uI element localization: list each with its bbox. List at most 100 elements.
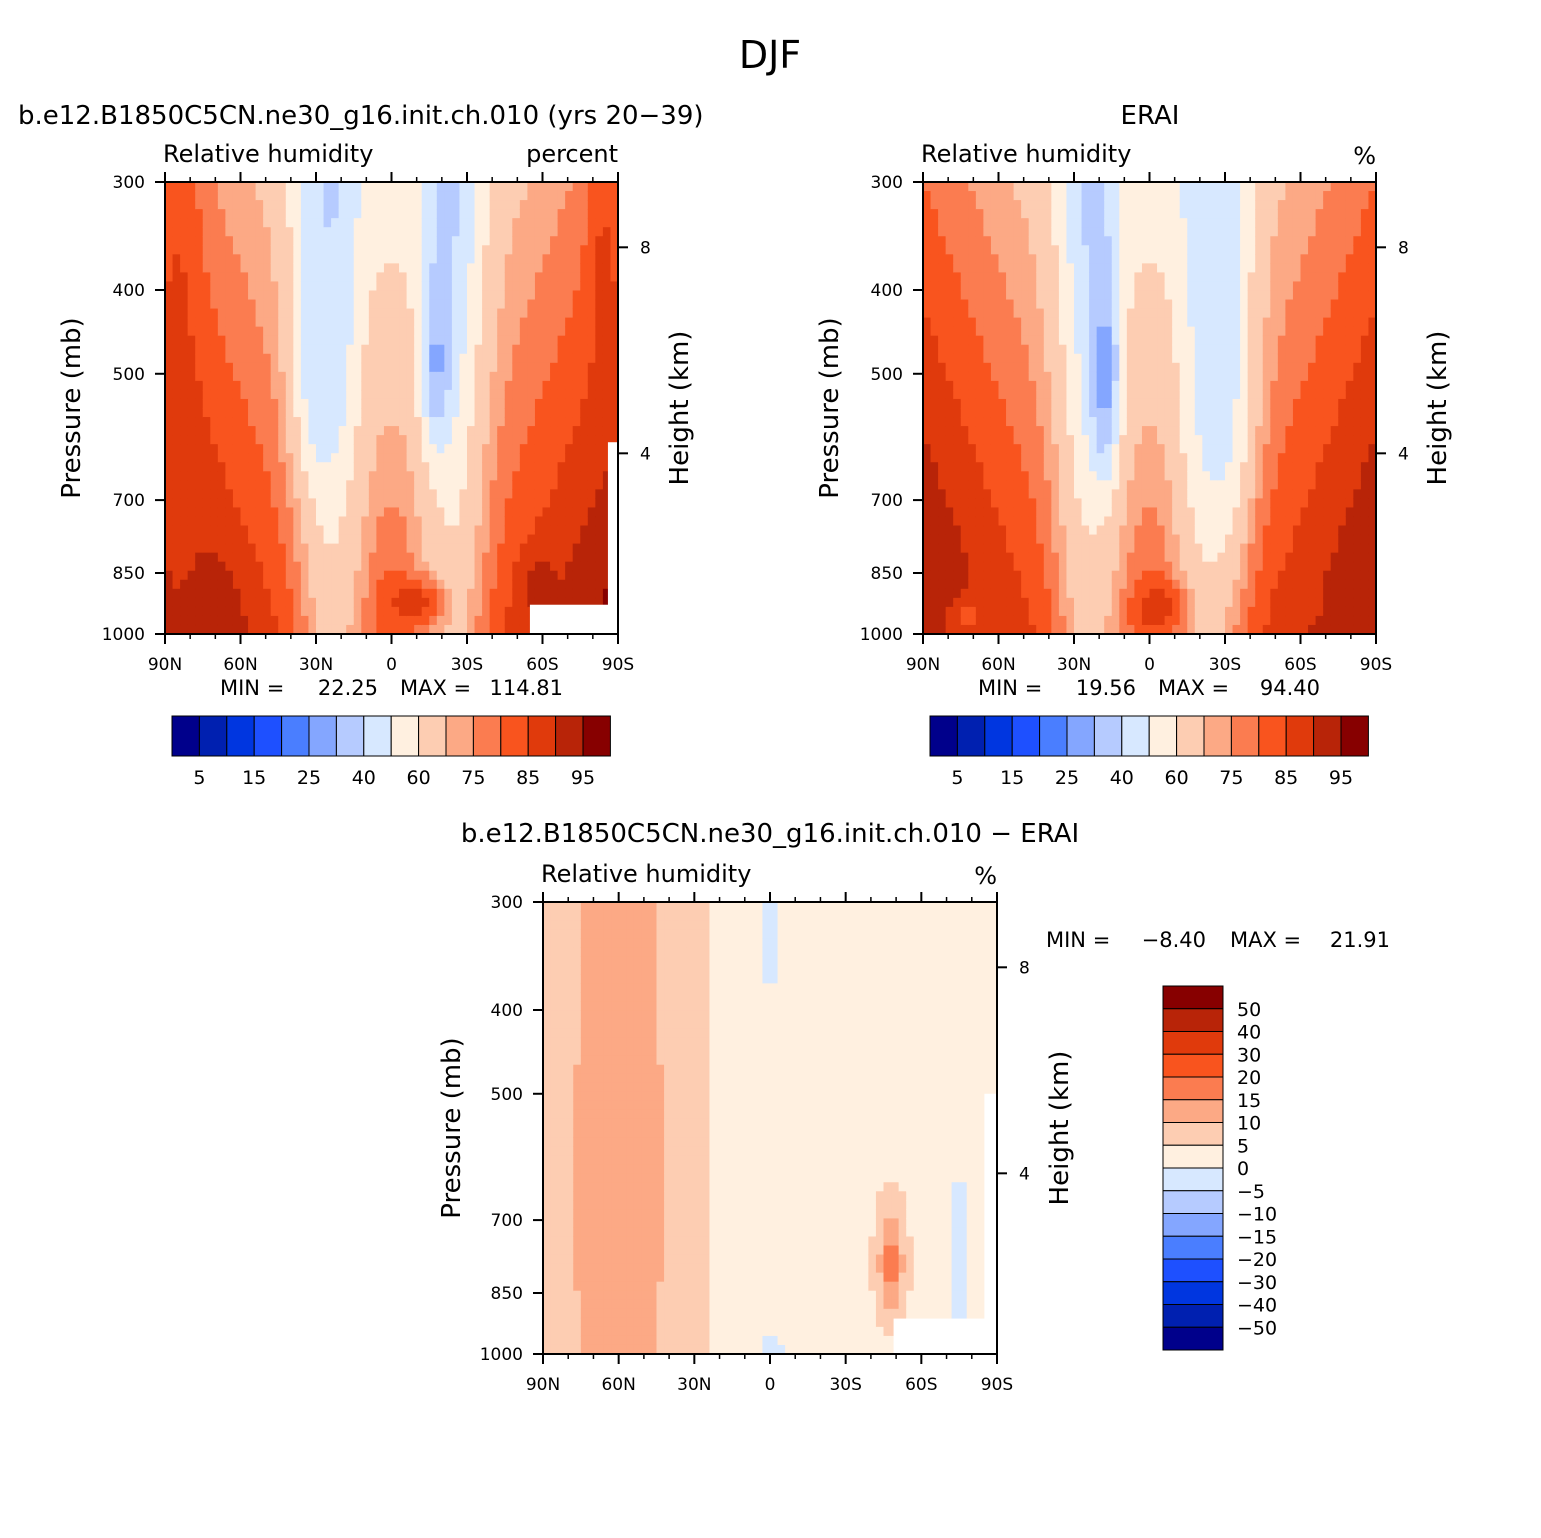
heatmap-cell	[1074, 335, 1083, 346]
heatmap-cell	[1187, 525, 1196, 536]
heatmap-cell	[1194, 534, 1203, 545]
heatmap-cell	[1021, 417, 1030, 427]
heatmap-cell	[263, 398, 272, 409]
heatmap-cell	[248, 398, 257, 409]
heatmap-cell	[504, 507, 513, 518]
heatmap-cell	[1036, 362, 1045, 373]
heatmap-cell	[376, 326, 385, 337]
heatmap-cell	[451, 588, 461, 599]
heatmap-cell	[550, 398, 559, 409]
heatmap-cell	[1051, 624, 1060, 635]
heatmap-cell	[323, 263, 332, 273]
heatmap-cell	[489, 317, 498, 328]
missing-data-region	[607, 442, 618, 634]
heatmap-cell	[1013, 597, 1022, 608]
heatmap-cell	[534, 245, 544, 255]
heatmap-cell	[975, 200, 984, 210]
heatmap-cell	[232, 552, 242, 563]
heatmap-cell	[1074, 615, 1083, 626]
heatmap-cell	[406, 227, 415, 237]
heatmap-cell	[165, 453, 174, 463]
heatmap-cell	[406, 344, 415, 355]
heatmap-cell	[527, 588, 536, 599]
heatmap-cell	[1111, 209, 1120, 219]
heatmap-cell	[1051, 272, 1060, 283]
heatmap-cell	[376, 344, 385, 355]
heatmap-cell	[587, 245, 596, 255]
heatmap-cell	[945, 236, 954, 246]
heatmap-cell	[285, 615, 294, 626]
heatmap-cell	[990, 606, 1000, 617]
heatmap-cell	[519, 263, 528, 273]
heatmap-cell	[1096, 191, 1105, 201]
heatmap-cell	[361, 236, 370, 246]
heatmap-cell	[308, 299, 317, 310]
heatmap-cell	[300, 317, 310, 328]
heatmap-cell	[248, 200, 257, 210]
heatmap-cell	[923, 516, 932, 527]
heatmap-cell	[300, 552, 310, 563]
heatmap-cell	[383, 317, 393, 328]
heatmap-cell	[263, 236, 272, 246]
heatmap-cell	[421, 281, 430, 292]
heatmap-cell	[202, 534, 211, 545]
heatmap-cell	[436, 588, 445, 599]
heatmap-cell	[938, 615, 947, 626]
heatmap-cell	[587, 471, 596, 481]
heatmap-cell	[1058, 326, 1068, 337]
heatmap-cell	[587, 444, 596, 454]
heatmap-cell	[527, 326, 536, 337]
heatmap-cell	[376, 281, 385, 292]
heatmap-cell	[270, 389, 279, 400]
heatmap-cell	[945, 516, 954, 527]
heatmap-cell	[1149, 480, 1158, 490]
heatmap-cell	[489, 534, 498, 545]
heatmap-cell	[1066, 489, 1075, 499]
heatmap-cell	[316, 543, 325, 554]
heatmap-cell	[572, 191, 581, 201]
heatmap-cell	[1119, 362, 1128, 373]
heatmap-cell	[1164, 209, 1173, 219]
heatmap-cell	[165, 191, 174, 201]
heatmap-cell	[1081, 453, 1090, 463]
heatmap-cell	[248, 435, 257, 445]
heatmap-cell	[534, 200, 544, 210]
heatmap-cell	[165, 435, 174, 445]
heatmap-cell	[323, 543, 332, 554]
heatmap-cell	[406, 462, 415, 472]
heatmap-cell	[923, 272, 932, 283]
heatmap-cell	[300, 209, 310, 219]
heatmap-cell	[1149, 362, 1158, 373]
heatmap-cell	[1013, 362, 1022, 373]
heatmap-cell	[602, 218, 612, 228]
heatmap-cell	[195, 615, 204, 626]
heatmap-cell	[1021, 398, 1030, 409]
heatmap-cell	[572, 453, 581, 463]
heatmap-cell	[565, 290, 574, 301]
heatmap-cell	[383, 200, 393, 210]
heatmap-cell	[512, 489, 521, 499]
heatmap-cell	[1141, 516, 1151, 527]
heatmap-cell	[1051, 182, 1060, 192]
heatmap-cell	[346, 362, 355, 373]
heatmap-cell	[930, 326, 939, 337]
heatmap-cell	[930, 290, 939, 301]
heatmap-cell	[587, 317, 596, 328]
heatmap-cell	[595, 489, 604, 499]
heatmap-cell	[1006, 597, 1015, 608]
heatmap-cell	[376, 543, 385, 554]
heatmap-cell	[1104, 435, 1113, 445]
heatmap-cell	[1028, 534, 1037, 545]
heatmap-cell	[270, 308, 279, 319]
heatmap-cell	[165, 570, 174, 581]
heatmap-cell	[572, 444, 581, 454]
heatmap-cell	[504, 200, 513, 210]
heatmap-cell	[270, 498, 279, 509]
heatmap-cell	[285, 489, 294, 499]
heatmap-cell	[990, 353, 1000, 364]
heatmap-cell	[240, 417, 249, 427]
heatmap-cell	[248, 317, 257, 328]
heatmap-cell	[1096, 281, 1105, 292]
heatmap-cell	[938, 335, 947, 346]
heatmap-cell	[255, 480, 264, 490]
